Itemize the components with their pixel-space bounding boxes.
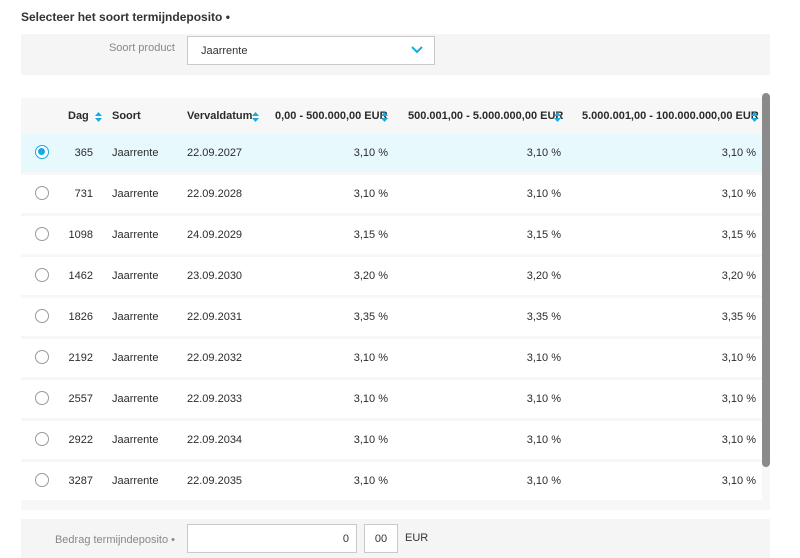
cell-rate-1: 3,10 %: [353, 147, 388, 159]
cell-rate-2: 3,15 %: [526, 229, 561, 241]
product-type-select[interactable]: Jaarrente: [187, 36, 435, 65]
cell-rate-3: 3,10 %: [721, 475, 756, 487]
table-row[interactable]: 1098 Jaarrente 24.09.2029 3,15 % 3,15 % …: [21, 216, 762, 254]
cell-dag: 2192: [68, 352, 93, 364]
table-row[interactable]: 2922 Jaarrente 22.09.2034 3,10 % 3,10 % …: [21, 421, 762, 459]
cell-vervaldatum: 22.09.2031: [187, 311, 243, 323]
sort-icon[interactable]: [95, 112, 102, 122]
table-row[interactable]: 1826 Jaarrente 22.09.2031 3,35 % 3,35 % …: [21, 298, 762, 336]
section-title: Selecteer het soort termijndeposito •: [21, 10, 230, 24]
header-vervaldatum[interactable]: Vervaldatum: [187, 110, 253, 122]
currency-label: EUR: [405, 532, 429, 544]
sort-icon[interactable]: [554, 112, 561, 122]
cell-rate-2: 3,20 %: [526, 270, 561, 282]
cell-rate-1: 3,35 %: [353, 311, 388, 323]
cell-vervaldatum: 22.09.2033: [187, 393, 243, 405]
cell-dag: 731: [74, 188, 93, 200]
amount-value: 0: [342, 533, 349, 545]
row-radio[interactable]: [35, 227, 49, 241]
row-radio[interactable]: [35, 309, 49, 323]
cell-soort: Jaarrente: [112, 188, 159, 200]
sort-icon[interactable]: [751, 112, 758, 122]
row-radio[interactable]: [35, 391, 49, 405]
cell-rate-2: 3,10 %: [526, 147, 561, 159]
product-type-value: Jaarrente: [201, 45, 248, 57]
cell-soort: Jaarrente: [112, 434, 159, 446]
amount-label: Bedrag termijndeposito •: [54, 534, 175, 546]
table-row[interactable]: 731 Jaarrente 22.09.2028 3,10 % 3,10 % 3…: [21, 175, 762, 213]
row-radio[interactable]: [35, 350, 49, 364]
cents-input[interactable]: 00: [364, 524, 398, 553]
sort-icon[interactable]: [381, 112, 388, 122]
cell-rate-2: 3,10 %: [526, 352, 561, 364]
table-row[interactable]: 2192 Jaarrente 22.09.2032 3,10 % 3,10 % …: [21, 339, 762, 377]
cell-soort: Jaarrente: [112, 270, 159, 282]
cell-rate-1: 3,10 %: [353, 393, 388, 405]
cell-dag: 2557: [68, 393, 93, 405]
cell-dag: 2922: [68, 434, 93, 446]
table-row[interactable]: 365 Jaarrente 22.09.2027 3,10 % 3,10 % 3…: [21, 134, 762, 172]
cell-rate-3: 3,10 %: [721, 188, 756, 200]
table-scrollbar[interactable]: [762, 93, 770, 467]
header-soort: Soort: [112, 110, 141, 122]
cell-rate-2: 3,10 %: [526, 188, 561, 200]
cell-rate-2: 3,10 %: [526, 393, 561, 405]
cell-soort: Jaarrente: [112, 229, 159, 241]
cell-soort: Jaarrente: [112, 393, 159, 405]
amount-input[interactable]: 0: [187, 524, 357, 553]
cell-rate-3: 3,15 %: [721, 229, 756, 241]
row-radio[interactable]: [35, 473, 49, 487]
cell-rate-1: 3,15 %: [353, 229, 388, 241]
row-radio[interactable]: [35, 432, 49, 446]
table-row[interactable]: 1462 Jaarrente 23.09.2030 3,20 % 3,20 % …: [21, 257, 762, 295]
cell-vervaldatum: 24.09.2029: [187, 229, 243, 241]
cell-rate-2: 3,10 %: [526, 434, 561, 446]
product-type-label: Soort product: [108, 42, 175, 54]
table-header: Dag Soort Vervaldatum 0,00 - 500.000,00 …: [21, 98, 762, 134]
cell-soort: Jaarrente: [112, 352, 159, 364]
cell-rate-3: 3,10 %: [721, 393, 756, 405]
chevron-down-icon: [411, 46, 423, 54]
cell-soort: Jaarrente: [112, 475, 159, 487]
header-range-3[interactable]: 5.000.001,00 - 100.000.000,00 EUR: [582, 110, 759, 122]
cell-vervaldatum: 23.09.2030: [187, 270, 243, 282]
row-radio[interactable]: [35, 186, 49, 200]
cell-dag: 365: [74, 147, 93, 159]
cell-rate-1: 3,10 %: [353, 475, 388, 487]
cell-rate-1: 3,10 %: [353, 434, 388, 446]
cell-rate-3: 3,35 %: [721, 311, 756, 323]
cell-rate-2: 3,35 %: [526, 311, 561, 323]
cell-dag: 1098: [68, 229, 93, 241]
cents-value: 00: [374, 533, 388, 545]
cell-dag: 1826: [68, 311, 93, 323]
cell-rate-2: 3,10 %: [526, 475, 561, 487]
cell-soort: Jaarrente: [112, 311, 159, 323]
header-range-2[interactable]: 500.001,00 - 5.000.000,00 EUR: [408, 110, 564, 122]
cell-vervaldatum: 22.09.2034: [187, 434, 243, 446]
table-row[interactable]: 3287 Jaarrente 22.09.2035 3,10 % 3,10 % …: [21, 462, 762, 500]
cell-vervaldatum: 22.09.2032: [187, 352, 243, 364]
cell-soort: Jaarrente: [112, 147, 159, 159]
amount-panel: Bedrag termijndeposito • 0 00 EUR: [21, 519, 770, 558]
table-row[interactable]: 2557 Jaarrente 22.09.2033 3,10 % 3,10 % …: [21, 380, 762, 418]
cell-rate-1: 3,20 %: [353, 270, 388, 282]
cell-vervaldatum: 22.09.2027: [187, 147, 243, 159]
cell-rate-3: 3,10 %: [721, 352, 756, 364]
sort-icon[interactable]: [252, 112, 259, 122]
cell-rate-1: 3,10 %: [353, 352, 388, 364]
cell-rate-3: 3,10 %: [721, 147, 756, 159]
header-range-1[interactable]: 0,00 - 500.000,00 EUR: [275, 110, 388, 122]
cell-vervaldatum: 22.09.2028: [187, 188, 243, 200]
row-radio[interactable]: [35, 268, 49, 282]
cell-rate-1: 3,10 %: [353, 188, 388, 200]
cell-vervaldatum: 22.09.2035: [187, 475, 243, 487]
cell-rate-3: 3,20 %: [721, 270, 756, 282]
header-dag[interactable]: Dag: [68, 110, 89, 122]
cell-dag: 3287: [68, 475, 93, 487]
cell-dag: 1462: [68, 270, 93, 282]
deposit-table: Dag Soort Vervaldatum 0,00 - 500.000,00 …: [21, 98, 770, 510]
product-type-panel: Soort product Jaarrente: [21, 34, 770, 75]
row-radio[interactable]: [35, 145, 49, 159]
cell-rate-3: 3,10 %: [721, 434, 756, 446]
